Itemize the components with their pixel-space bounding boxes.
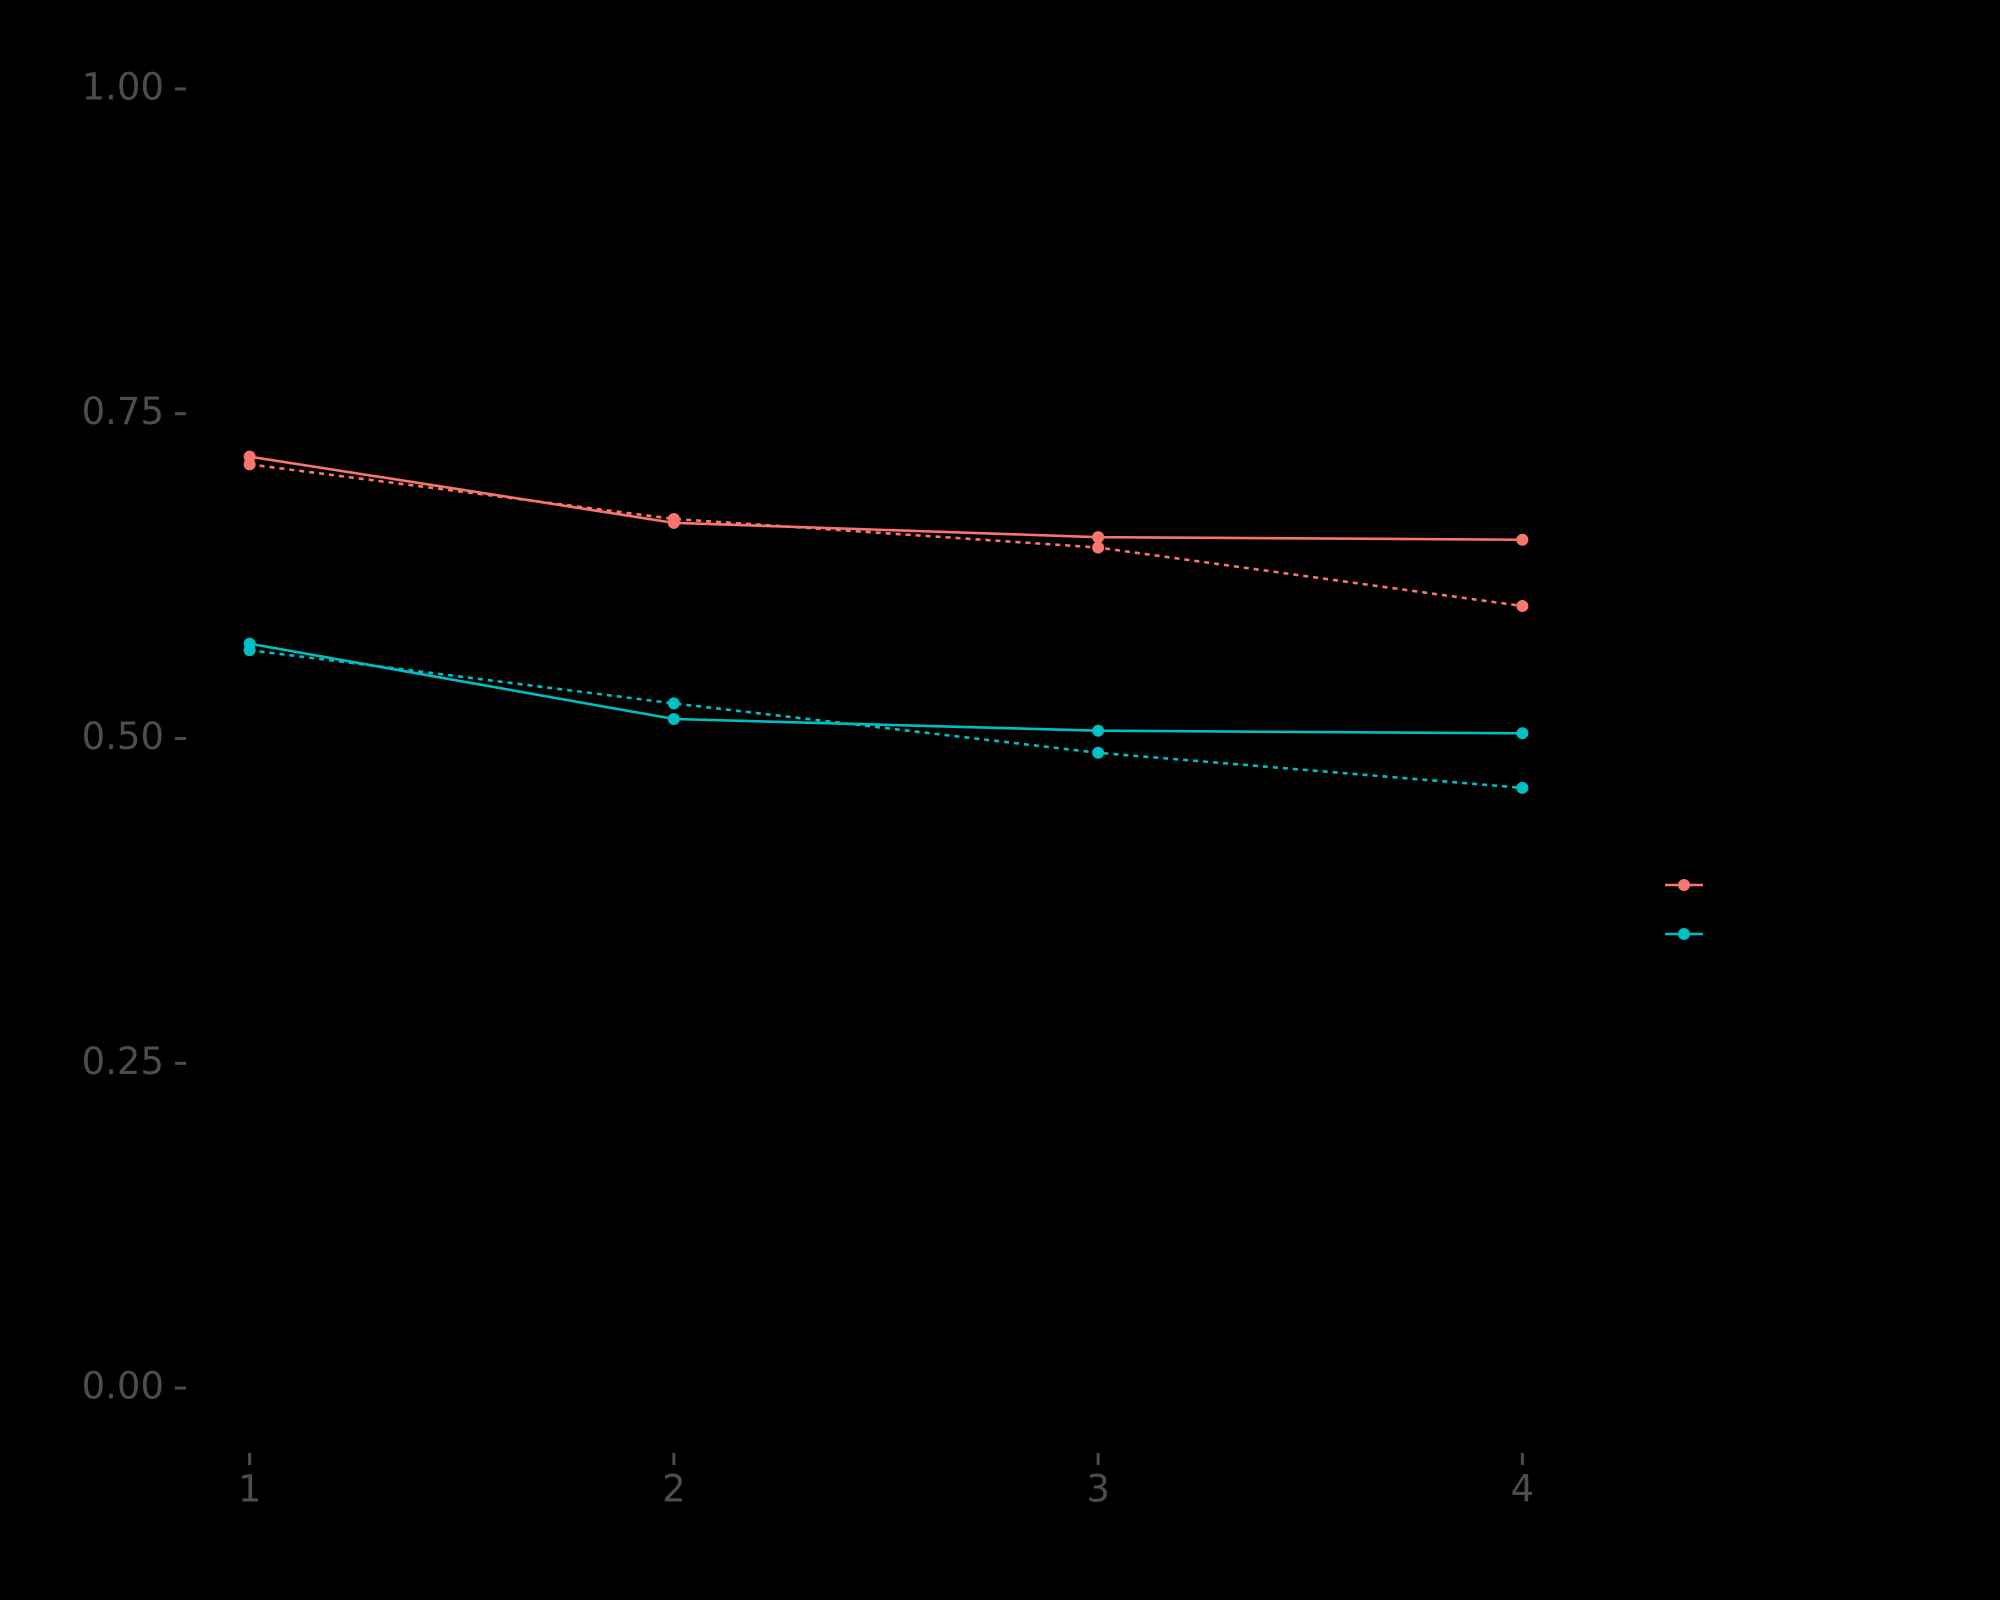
- x-tick-label: 4: [1511, 1468, 1535, 1511]
- data-point: [1516, 599, 1529, 612]
- data-point: [667, 697, 680, 710]
- legend-key-point: [1678, 879, 1690, 891]
- y-tick-label: 0.00: [82, 1365, 164, 1408]
- data-point: [243, 644, 256, 657]
- series-line: [249, 648, 1523, 790]
- data-point: [1092, 541, 1105, 554]
- data-point: [667, 512, 680, 525]
- x-tick-label: 1: [238, 1468, 262, 1511]
- x-tick-label: 3: [1086, 1468, 1110, 1511]
- data-point: [1092, 724, 1105, 737]
- series-line: [249, 463, 1523, 608]
- y-tick-label: 0.75: [82, 390, 164, 433]
- data-point: [1516, 533, 1529, 546]
- series-line: [249, 455, 1523, 542]
- data-point: [243, 458, 256, 471]
- series-line: [249, 642, 1523, 735]
- x-tick-label: 2: [662, 1468, 686, 1511]
- y-tick-label: 0.25: [82, 1040, 164, 1083]
- data-point: [1092, 531, 1105, 544]
- data-point: [1092, 746, 1105, 759]
- y-tick-label: 0.50: [82, 715, 164, 758]
- y-tick-label: 1.00: [82, 65, 164, 108]
- data-point: [1516, 727, 1529, 740]
- legend-key-point: [1678, 928, 1690, 940]
- data-point: [1516, 781, 1529, 794]
- data-point: [667, 713, 680, 726]
